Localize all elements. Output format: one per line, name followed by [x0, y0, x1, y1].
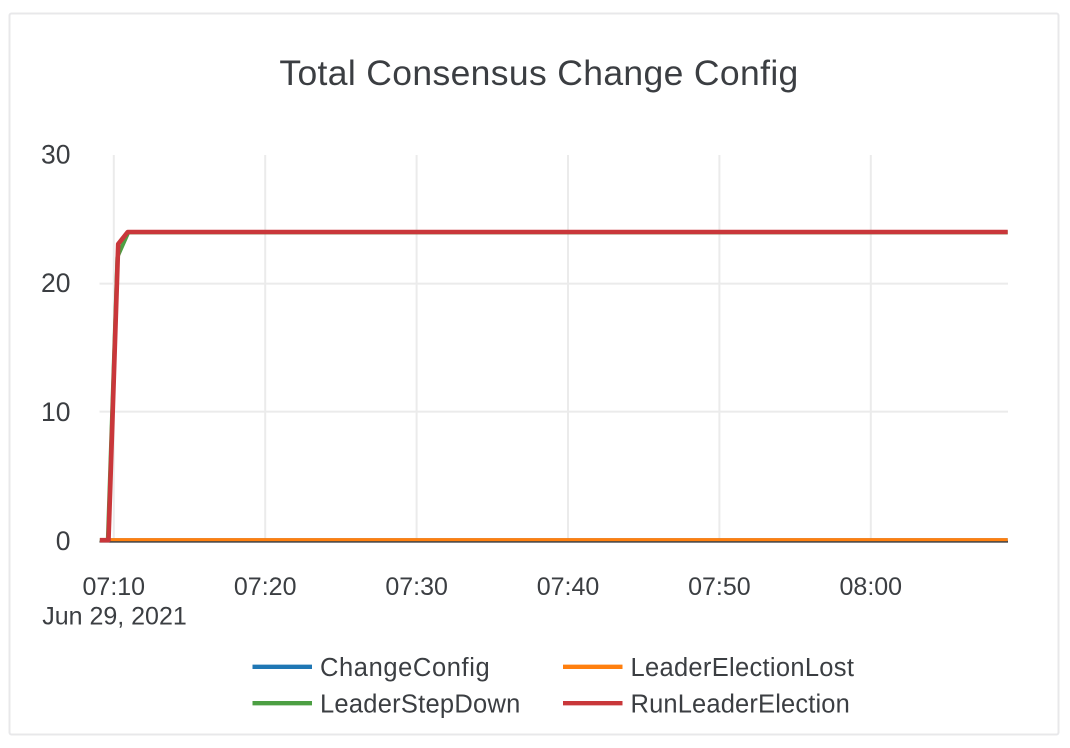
- svg-text:Jun 29, 2021: Jun 29, 2021: [42, 603, 187, 631]
- svg-text:LeaderElectionLost: LeaderElectionLost: [631, 654, 855, 682]
- svg-text:07:30: 07:30: [385, 573, 448, 601]
- svg-text:10: 10: [41, 397, 70, 427]
- svg-text:07:40: 07:40: [537, 573, 600, 601]
- svg-text:07:50: 07:50: [688, 573, 751, 601]
- svg-text:ChangeConfig: ChangeConfig: [320, 654, 490, 682]
- svg-text:Total Consensus Change Config: Total Consensus Change Config: [279, 53, 798, 93]
- svg-text:LeaderStepDown: LeaderStepDown: [320, 690, 521, 718]
- svg-text:08:00: 08:00: [840, 573, 903, 601]
- svg-text:RunLeaderElection: RunLeaderElection: [631, 690, 850, 718]
- svg-text:07:20: 07:20: [234, 573, 297, 601]
- svg-text:07:10: 07:10: [83, 573, 146, 601]
- svg-text:30: 30: [41, 140, 70, 170]
- svg-text:0: 0: [56, 526, 71, 556]
- svg-text:20: 20: [41, 268, 70, 298]
